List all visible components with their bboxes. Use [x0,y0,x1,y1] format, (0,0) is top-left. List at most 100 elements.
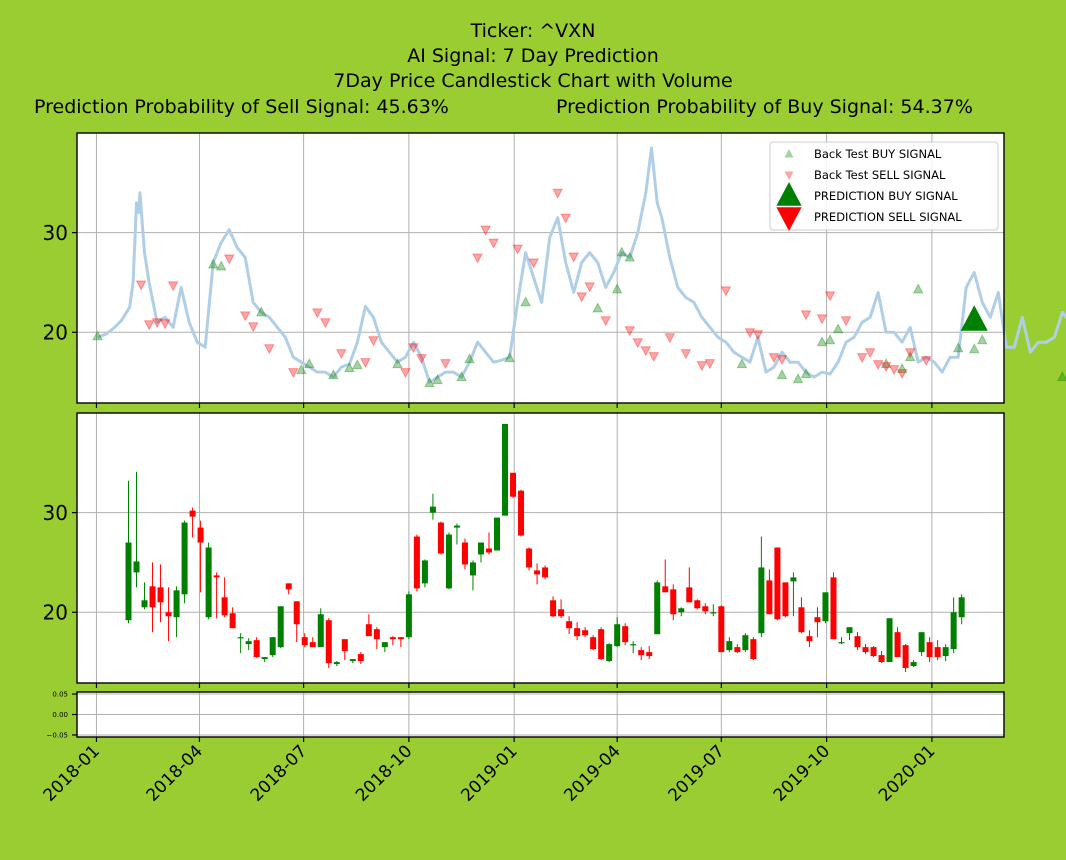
candle-body [870,647,877,657]
candle-body [469,562,476,576]
backtest-buy-marker [912,283,924,294]
backtest-sell-marker [720,286,732,297]
legend-marker-1 [784,171,794,180]
date-axis: 2018-01 2018-04 2018-07 2018-10 2019-01 2019-… [40,741,940,805]
chart-title-signal: AI Signal: 7 Day Prediction [407,45,659,67]
candle-body [638,650,645,656]
backtest-sell-marker [263,344,275,355]
candle-body [397,637,404,640]
legend-label-1: Back Test SELL SIGNAL [814,168,946,182]
candle-body [518,490,525,536]
backtest-buy-marker [504,352,515,363]
backtest-sell-marker [600,316,612,327]
backtest-sell-marker [864,348,876,359]
candle-body [622,626,629,643]
backtest-sell-marker [239,311,251,322]
legend-box [769,141,999,231]
candle-body [149,586,156,608]
backtest-sell-marker [416,354,427,365]
legend-marker-3 [776,207,802,231]
candle-body [333,662,340,665]
backtest-sell-marker [664,333,676,344]
candle-body [373,629,380,640]
candle-body [894,632,901,658]
candle-body [389,637,396,640]
backtest-sell-marker [143,320,155,331]
candle-body [357,654,364,662]
backtest-sell-marker [488,238,499,249]
backtest-sell-marker [247,322,259,333]
candle-body [181,522,188,595]
candle-body [213,575,220,578]
candle-body [429,506,436,513]
candle-body [926,642,933,658]
legend-label-2: PREDICTION BUY SIGNAL [814,189,958,203]
candle-body [854,636,861,648]
candle-body [157,587,164,603]
legend-label-3: PREDICTION SELL SIGNAL [814,210,962,224]
candle-body [245,641,252,645]
candle-body [502,423,509,516]
y-tick-label: 30 [43,501,68,525]
candle-body [806,636,813,642]
backtest-sell-marker [768,353,780,364]
backtest-buy-marker [976,334,988,345]
x-tick-label: 2019-07 [664,741,728,805]
candle-body [445,534,452,589]
backtest-buy-marker [92,330,103,341]
backtest-sell-marker [856,353,868,364]
candle-body [670,589,677,615]
backtest-sell-marker [159,319,171,330]
backtest-sell-marker [400,368,411,379]
candle-body [910,662,917,667]
candle-body [349,659,356,662]
sell-probability-text: Prediction Probability of Sell Signal: 4… [34,96,449,118]
backtest-sell-marker [640,346,652,357]
backtest-sell-marker [552,188,563,199]
candle-body [293,601,300,625]
candle-body [758,567,765,634]
candle-body [918,632,925,653]
backtest-buy-marker [736,358,748,369]
candle-body [197,527,204,543]
candle-body [477,542,484,555]
candle-body [453,525,460,528]
backtest-sell-marker [696,361,708,372]
candle-body [301,637,308,646]
candle-body [822,592,829,622]
backtest-buy-marker [328,369,339,380]
backtest-buy-marker [832,323,844,334]
y-tick-label: 20 [43,320,68,344]
backtest-sell-marker [576,292,588,303]
y-tick-label: 30 [43,221,68,245]
backtest-sell-marker [472,253,483,264]
chart-title-description: 7Day Price Candlestick Chart with Volume [333,70,733,92]
candle-body [790,577,797,582]
backtest-buy-marker [952,342,964,353]
backtest-buy-marker [432,374,443,385]
backtest-sell-marker [880,362,892,373]
price-line [97,146,1066,384]
candle-body [229,613,236,629]
candle-body [165,612,172,617]
price-panel-border [76,132,1005,404]
y-tick-label: 0.00 [52,711,68,719]
candle-body [862,647,869,653]
candle-body [654,582,661,635]
candle-body [558,609,565,617]
candle-body [341,639,348,652]
backtest-buy-marker [592,302,604,313]
candle-body [141,600,148,608]
candle-body [309,642,316,648]
candle-body [710,612,717,614]
candle-body [237,637,244,639]
candle-body [269,637,276,656]
legend-marker-2 [776,182,802,206]
candle-body [189,510,196,517]
backtest-buy-marker [616,246,628,257]
backtest-sell-marker [312,308,323,319]
candle-body [125,542,132,621]
backtest-sell-marker [904,348,916,359]
